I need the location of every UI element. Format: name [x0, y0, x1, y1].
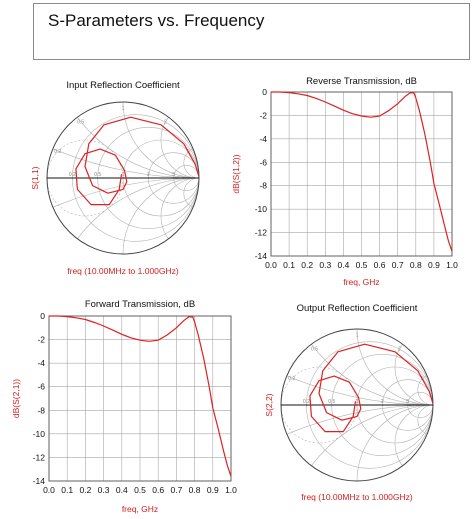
x-tick-label: 0.4: [337, 260, 349, 270]
y-tick-label: -2: [37, 335, 45, 345]
smith-grid-label: 1: [122, 105, 125, 111]
y-tick-label: -10: [255, 204, 268, 214]
smith-grid-label: 0.5: [328, 399, 335, 405]
smith-grid-label: 0.5: [77, 119, 84, 125]
series-line: [271, 91, 453, 252]
chart-4: Output Reflection Coefficient 0.2 0.5 1 2 5 0.…: [264, 303, 434, 502]
x-axis-label: freq (10.00MHz to 1.000GHz): [67, 266, 179, 276]
reactance-arc: [122, 102, 199, 179]
smith-grid-label: 0.5: [94, 172, 101, 178]
y-tick-label: -2: [259, 110, 267, 120]
y-tick-label: -12: [33, 452, 46, 462]
smith-grid-label: 1: [356, 399, 359, 405]
smith-grid-label: 0.2: [288, 376, 295, 382]
x-tick-label: 0.2: [301, 260, 313, 270]
chart-3: Forward Transmission, dB 0.0 0.1 0.2 0.3 0.4 0…: [11, 299, 237, 514]
chart-title: Output Reflection Coefficient: [297, 303, 418, 314]
chart-title: Forward Transmission, dB: [85, 299, 195, 310]
page-title: S-Parameters vs. Frequency: [48, 11, 265, 30]
chart-title: Input Reflection Coefficient: [66, 80, 180, 91]
plot-frame: [48, 315, 232, 482]
x-tick-label: 0.8: [410, 260, 422, 270]
chart-title: Reverse Transmission, dB: [306, 76, 417, 87]
reactance-arc: [160, 102, 199, 179]
y-axis-label: S(1,1): [30, 166, 40, 189]
page-title-box: S-Parameters vs. Frequency: [33, 3, 470, 60]
x-axis-label: freq, GHz: [343, 277, 379, 287]
x-tick-label: 0.1: [283, 260, 295, 270]
x-tick-label: 1.0: [225, 485, 237, 495]
x-tick-label: 0.2: [79, 485, 91, 495]
y-tick-label: -12: [255, 228, 268, 238]
reactance-arc: [394, 329, 433, 406]
x-tick-label: 1.0: [446, 260, 458, 270]
y-tick-label: -6: [259, 157, 267, 167]
y-tick-label: -14: [255, 251, 268, 261]
y-tick-label: -10: [33, 429, 46, 439]
x-tick-label: 0.7: [392, 260, 404, 270]
x-tick-label: 0.3: [98, 485, 110, 495]
x-tick-label: 0.5: [134, 485, 146, 495]
reactance-arc: [183, 147, 199, 179]
y-tick-label: -8: [37, 405, 45, 415]
y-tick-label: -4: [259, 134, 267, 144]
series-trace: [309, 343, 434, 433]
reactance-arc: [47, 177, 199, 254]
smith-grid-label: 0.2: [69, 172, 76, 178]
series-line: [49, 315, 232, 477]
smith-grid-label: 1: [122, 172, 125, 178]
smith-grid-label: 2: [381, 399, 384, 405]
smith-grid-label: 0.2: [54, 149, 61, 155]
smith-grid-label: 5: [172, 172, 175, 178]
reactance-arc: [160, 177, 199, 254]
y-tick-label: -8: [259, 181, 267, 191]
smith-grid-label: 0.5: [311, 346, 318, 352]
x-tick-label: 0.3: [319, 260, 331, 270]
y-tick-label: 0: [262, 87, 267, 97]
x-tick-label: 0.0: [43, 485, 55, 495]
y-axis-label: dB(S(1,2)): [231, 154, 241, 193]
x-tick-label: 0.6: [374, 260, 386, 270]
x-tick-label: 0.5: [356, 260, 368, 270]
x-tick-label: 0.1: [61, 485, 73, 495]
smith-grid-label: 2: [398, 346, 401, 352]
series-trace: [75, 116, 200, 206]
x-tick-label: 0.7: [170, 485, 182, 495]
x-tick-label: 0.9: [428, 260, 440, 270]
smith-grid-label: 0.2: [303, 399, 310, 405]
x-axis-label: freq (10.00MHz to 1.000GHz): [301, 492, 413, 502]
smith-grid-label: 1: [356, 332, 359, 338]
smith-grid-label: 5: [406, 399, 409, 405]
y-tick-label: -4: [37, 358, 45, 368]
x-axis-label: freq, GHz: [122, 504, 158, 514]
plot-frame: [270, 91, 453, 257]
y-axis-label: dB(S(2,1)): [11, 379, 21, 418]
x-tick-label: 0.0: [265, 260, 277, 270]
y-axis-label: S(2,2): [264, 393, 274, 416]
x-tick-label: 0.6: [152, 485, 164, 495]
x-tick-label: 0.4: [116, 485, 128, 495]
y-tick-label: 0: [40, 311, 45, 321]
reactance-arc: [356, 329, 433, 406]
x-tick-label: 0.9: [207, 485, 219, 495]
x-tick-label: 0.8: [189, 485, 201, 495]
smith-grid-label: 2: [164, 119, 167, 125]
smith-grid-label: 2: [147, 172, 150, 178]
reactance-arc: [281, 329, 433, 406]
reactance-arc: [394, 404, 433, 481]
reactance-arc: [47, 177, 199, 254]
y-tick-label: -14: [33, 476, 46, 486]
reactance-arc: [183, 177, 199, 209]
chart-2: Reverse Transmission, dB 0.0 0.1 0.2 0.3 0.4 0…: [231, 76, 458, 287]
y-tick-label: -6: [37, 382, 45, 392]
